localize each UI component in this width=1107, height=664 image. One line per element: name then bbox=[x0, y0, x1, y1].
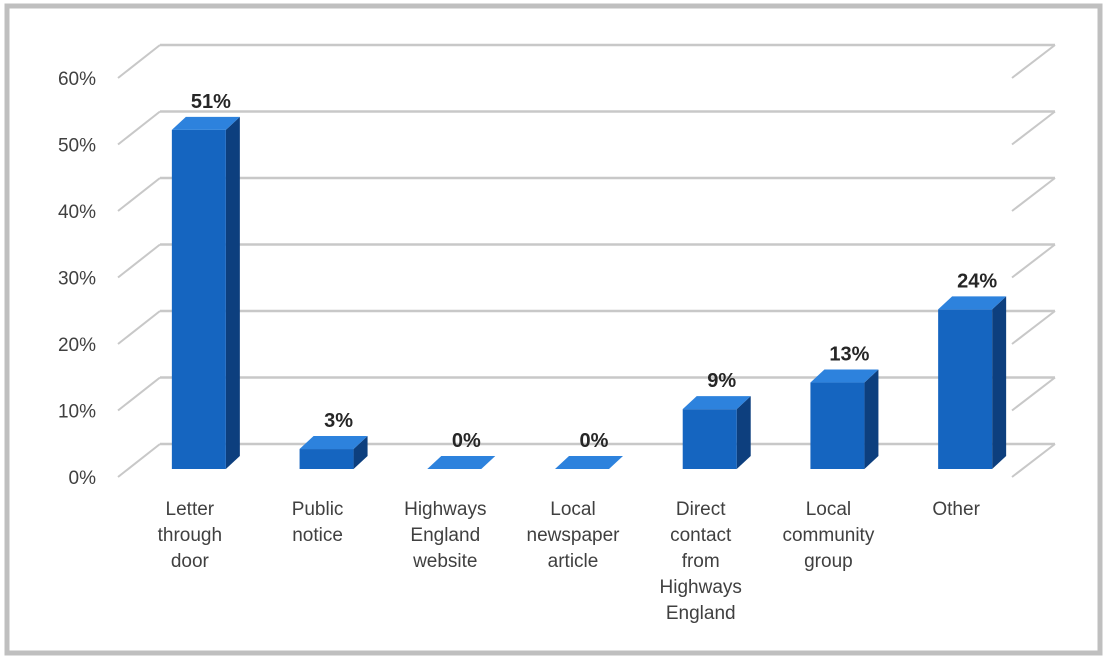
gridline-diagonal-right bbox=[1011, 243, 1056, 279]
bar bbox=[938, 296, 1007, 469]
gridline-diagonal bbox=[117, 243, 161, 279]
gridline-diagonal bbox=[117, 110, 161, 146]
y-tick-label: 20% bbox=[58, 335, 96, 356]
y-tick-label: 0% bbox=[69, 468, 97, 489]
bar-front bbox=[810, 382, 865, 469]
data-label: 0% bbox=[452, 430, 481, 452]
bar-top bbox=[682, 396, 751, 410]
bar-top bbox=[810, 369, 879, 383]
category-label: Local community group bbox=[782, 499, 874, 572]
gridline-diagonal bbox=[117, 376, 161, 412]
y-tick-label: 60% bbox=[58, 69, 96, 90]
category-label: Letter through door bbox=[158, 499, 222, 572]
gridline-diagonal bbox=[117, 310, 161, 345]
category-label: Public notice bbox=[292, 499, 344, 546]
data-label: 0% bbox=[580, 430, 609, 452]
category-label: Highways England website bbox=[404, 499, 486, 572]
category-label: Direct contact from Highways England bbox=[660, 499, 742, 624]
bar-top bbox=[171, 116, 240, 130]
data-label: 3% bbox=[324, 410, 353, 432]
y-tick-label: 10% bbox=[58, 402, 96, 423]
bar-top bbox=[427, 456, 496, 469]
bar bbox=[555, 456, 623, 469]
category-label: Local newspaper article bbox=[527, 499, 621, 572]
bar-side bbox=[353, 436, 368, 469]
category-label: Other bbox=[932, 499, 980, 520]
bar bbox=[682, 396, 751, 469]
bar-side bbox=[736, 396, 751, 469]
bar-front bbox=[171, 129, 226, 469]
y-tick-label: 30% bbox=[58, 269, 96, 290]
data-label: 24% bbox=[957, 270, 997, 292]
bars bbox=[171, 116, 1007, 469]
y-axis-ticks: 0% 10% 20% 30% 40% 50% 60% bbox=[58, 69, 96, 489]
bar-front bbox=[682, 409, 737, 469]
gridline-diagonal bbox=[117, 443, 161, 478]
y-tick-label: 50% bbox=[58, 136, 96, 157]
bar-front bbox=[299, 449, 354, 469]
gridline-diagonal-right bbox=[1011, 310, 1056, 345]
bar-side bbox=[992, 296, 1007, 469]
gridline-diagonal-right bbox=[1011, 177, 1056, 212]
bar-top bbox=[938, 296, 1007, 310]
gridline-diagonal-right bbox=[1011, 110, 1056, 146]
data-label: 9% bbox=[707, 370, 736, 392]
bar bbox=[427, 456, 496, 469]
gridline-diagonal-right bbox=[1011, 443, 1056, 478]
bar bbox=[299, 436, 368, 469]
bar bbox=[171, 116, 240, 469]
gridline-diagonal-right bbox=[1011, 44, 1056, 79]
data-label: 51% bbox=[191, 91, 231, 113]
y-tick-label: 40% bbox=[58, 202, 96, 223]
bar-top bbox=[299, 436, 368, 450]
bar-side bbox=[225, 116, 240, 469]
data-labels: 51% 3% 0% 0% 9% 13% 24% bbox=[191, 91, 998, 452]
gridline-diagonal-right bbox=[1011, 376, 1056, 412]
x-axis-categories: Letter through door Public notice Highways Eng… bbox=[158, 499, 981, 624]
gridline-diagonal bbox=[117, 44, 161, 79]
gridline-diagonal bbox=[117, 177, 161, 212]
bar bbox=[810, 369, 879, 469]
bar-side bbox=[864, 369, 879, 469]
data-label: 13% bbox=[829, 344, 869, 366]
bar-front bbox=[938, 309, 993, 469]
bar-top bbox=[555, 456, 623, 469]
